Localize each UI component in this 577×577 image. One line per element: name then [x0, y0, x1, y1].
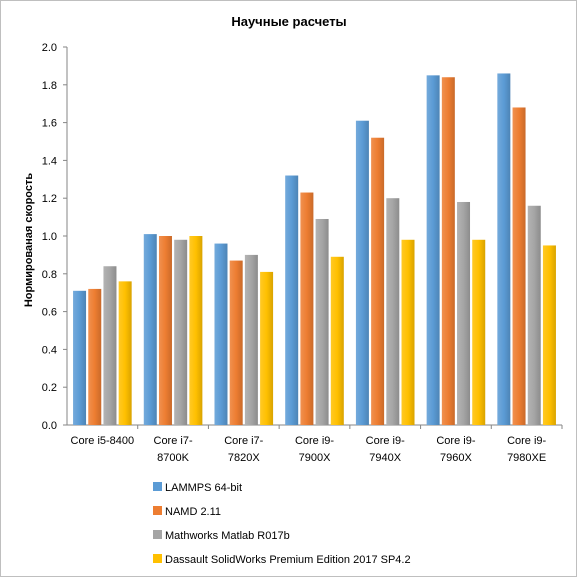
bar — [386, 198, 400, 425]
bar — [300, 192, 314, 425]
x-tick-label: 8700K — [157, 452, 189, 464]
bar — [542, 245, 556, 425]
legend-label: NAMD 2.11 — [165, 506, 221, 518]
bar — [512, 107, 526, 425]
y-tick-label: 1.8 — [42, 80, 57, 92]
x-tick-label: Core i7- — [154, 435, 193, 447]
bar — [315, 218, 329, 425]
x-tick-label: Core i9- — [295, 435, 334, 447]
legend-swatch — [153, 506, 162, 515]
bar — [214, 243, 228, 425]
bar — [158, 236, 172, 425]
x-tick-label: Core i5-8400 — [71, 435, 135, 447]
x-tick-label: Core i9- — [507, 435, 546, 447]
y-tick-labels: 0.0 0.2 0.4 0.6 0.8 1.0 1.2 1.4 1.6 1.8 2.0 — [42, 42, 57, 432]
legend-label: Dassault SolidWorks Premium Edition 2017… — [165, 554, 411, 566]
y-tick-label: 1.4 — [42, 155, 57, 167]
y-tick-label: 1.2 — [42, 193, 57, 205]
x-tick-label: 7940X — [369, 452, 401, 464]
y-tick-label: 0.4 — [42, 344, 57, 356]
y-tick-label: 0.0 — [42, 420, 57, 432]
legend-label: LAMMPS 64-bit — [165, 482, 242, 494]
x-tick-label: 7820X — [228, 452, 260, 464]
bar — [497, 73, 511, 426]
bar — [401, 239, 415, 425]
bar — [103, 266, 117, 425]
legend-swatch — [153, 530, 162, 539]
bar — [472, 239, 486, 425]
bar — [88, 288, 102, 425]
bar — [73, 290, 87, 425]
x-tick-label: Core i9- — [366, 435, 405, 447]
bar — [441, 77, 455, 426]
bars — [73, 73, 556, 426]
bar — [371, 137, 385, 425]
bar — [189, 236, 203, 425]
bar — [285, 175, 299, 425]
legend-swatch — [153, 554, 162, 563]
chart-title: Научные расчеты — [231, 14, 346, 29]
y-tick-label: 1.6 — [42, 118, 57, 130]
legend-label: Mathworks Matlab R017b — [165, 530, 290, 542]
y-tick-label: 0.6 — [42, 307, 57, 319]
bar — [355, 120, 369, 426]
x-tick-label: Core i7- — [224, 435, 263, 447]
legend: LAMMPS 64-bit NAMD 2.11 Mathworks Matlab R… — [153, 482, 411, 566]
bar — [143, 234, 157, 425]
x-tick-label: Core i9- — [436, 435, 475, 447]
bar — [174, 239, 188, 425]
y-tick-label: 1.0 — [42, 231, 57, 243]
y-tick-label: 0.8 — [42, 269, 57, 281]
x-tick-label: 7960X — [440, 452, 472, 464]
x-tick-label: 7980XE — [507, 452, 546, 464]
x-tick-label: 7900X — [299, 452, 331, 464]
x-tick-labels: Core i5-8400 Core i7- 8700K Core i7- 7820X Co… — [71, 435, 547, 464]
bar — [426, 75, 440, 425]
bar — [330, 256, 344, 425]
bar — [229, 260, 243, 425]
bar — [118, 281, 132, 425]
y-tick-label: 0.2 — [42, 382, 57, 394]
bar — [457, 201, 471, 425]
y-tick-label: 2.0 — [42, 42, 57, 54]
bar — [244, 254, 258, 425]
bar — [527, 205, 541, 425]
bar — [260, 271, 274, 425]
y-axis-label: Нормированая скорость — [23, 173, 35, 308]
legend-swatch — [153, 482, 162, 491]
